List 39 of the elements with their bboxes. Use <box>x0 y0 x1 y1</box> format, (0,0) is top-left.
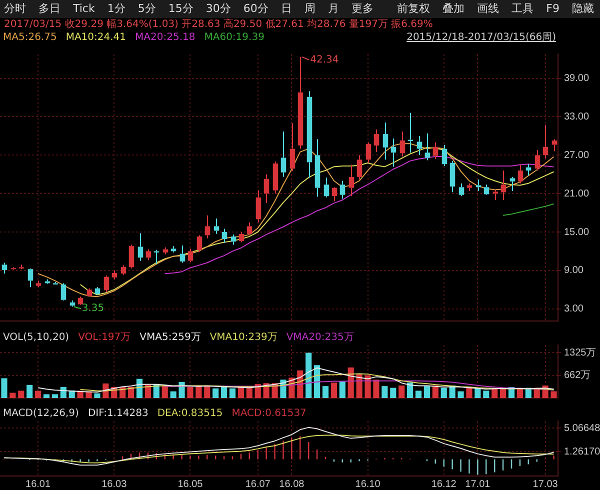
y-tick-label: 1.26170 <box>564 446 600 458</box>
x-tick-label: 16.03 <box>102 478 128 490</box>
text: MA10:24.41 <box>66 32 126 44</box>
y-tick-label: 1325万 <box>564 347 596 358</box>
text: MA20:25.18 <box>135 32 196 44</box>
text: DEA:0.83515 <box>157 408 223 420</box>
text: VMA5:259万 <box>140 332 201 344</box>
x-tick-label: 17.03 <box>532 478 558 490</box>
text: VOL:197万 <box>78 332 131 344</box>
y-tick-label: 21.00 <box>564 188 590 200</box>
x-tick-label: 16.05 <box>178 478 204 490</box>
annotation: 3.35 <box>82 303 104 314</box>
y-tick-label: 15.00 <box>564 226 590 238</box>
y-tick-label: 5.06648 <box>564 422 600 434</box>
series-label: MACD:0.61537 <box>232 408 306 420</box>
text: 分时 多日 Tick 1分 5分 15分 30分 60分 日 周 月 更多 <box>4 1 374 17</box>
text: 2015/12/18-2017/03/15(66周) <box>406 32 556 44</box>
text: VMA20:235万 <box>286 332 354 344</box>
y-tick-label: 27.00 <box>564 150 590 161</box>
y-tick-label: 3.00 <box>564 304 584 315</box>
chart-title: VOL(5,10,20) <box>3 332 70 344</box>
x-tick-label: 16.08 <box>279 478 305 490</box>
x-tick-label: 16.12 <box>431 478 457 490</box>
y-tick-label: 662万 <box>564 370 591 382</box>
text: VMA10:239万 <box>210 332 278 344</box>
text: MA5:26.75 <box>3 32 57 44</box>
x-tick-label: 16.01 <box>26 478 51 490</box>
annotation: 42.34 <box>310 54 339 66</box>
x-tick-label: 16.10 <box>355 478 381 490</box>
chart-title: MACD(12,26,9) <box>3 408 79 420</box>
x-tick-label: 16.07 <box>245 478 271 490</box>
y-tick-label: 33.00 <box>564 112 590 122</box>
y-tick-label: 39.00 <box>564 73 590 84</box>
text: DIF:1.14283 <box>88 408 148 420</box>
text: 前复权 叠加 画线 工具 F9 隐藏 <box>397 1 594 17</box>
text: 2017/03/15 收29.29 幅3.64%(1.03) 开28.63 高29.50 低27.61 均28.76 量197万 振6.69% <box>4 19 433 31</box>
y-tick-label: 9.00 <box>564 265 584 276</box>
text: MA60:19.39 <box>204 32 264 44</box>
x-tick-label: 17.01 <box>465 478 491 490</box>
